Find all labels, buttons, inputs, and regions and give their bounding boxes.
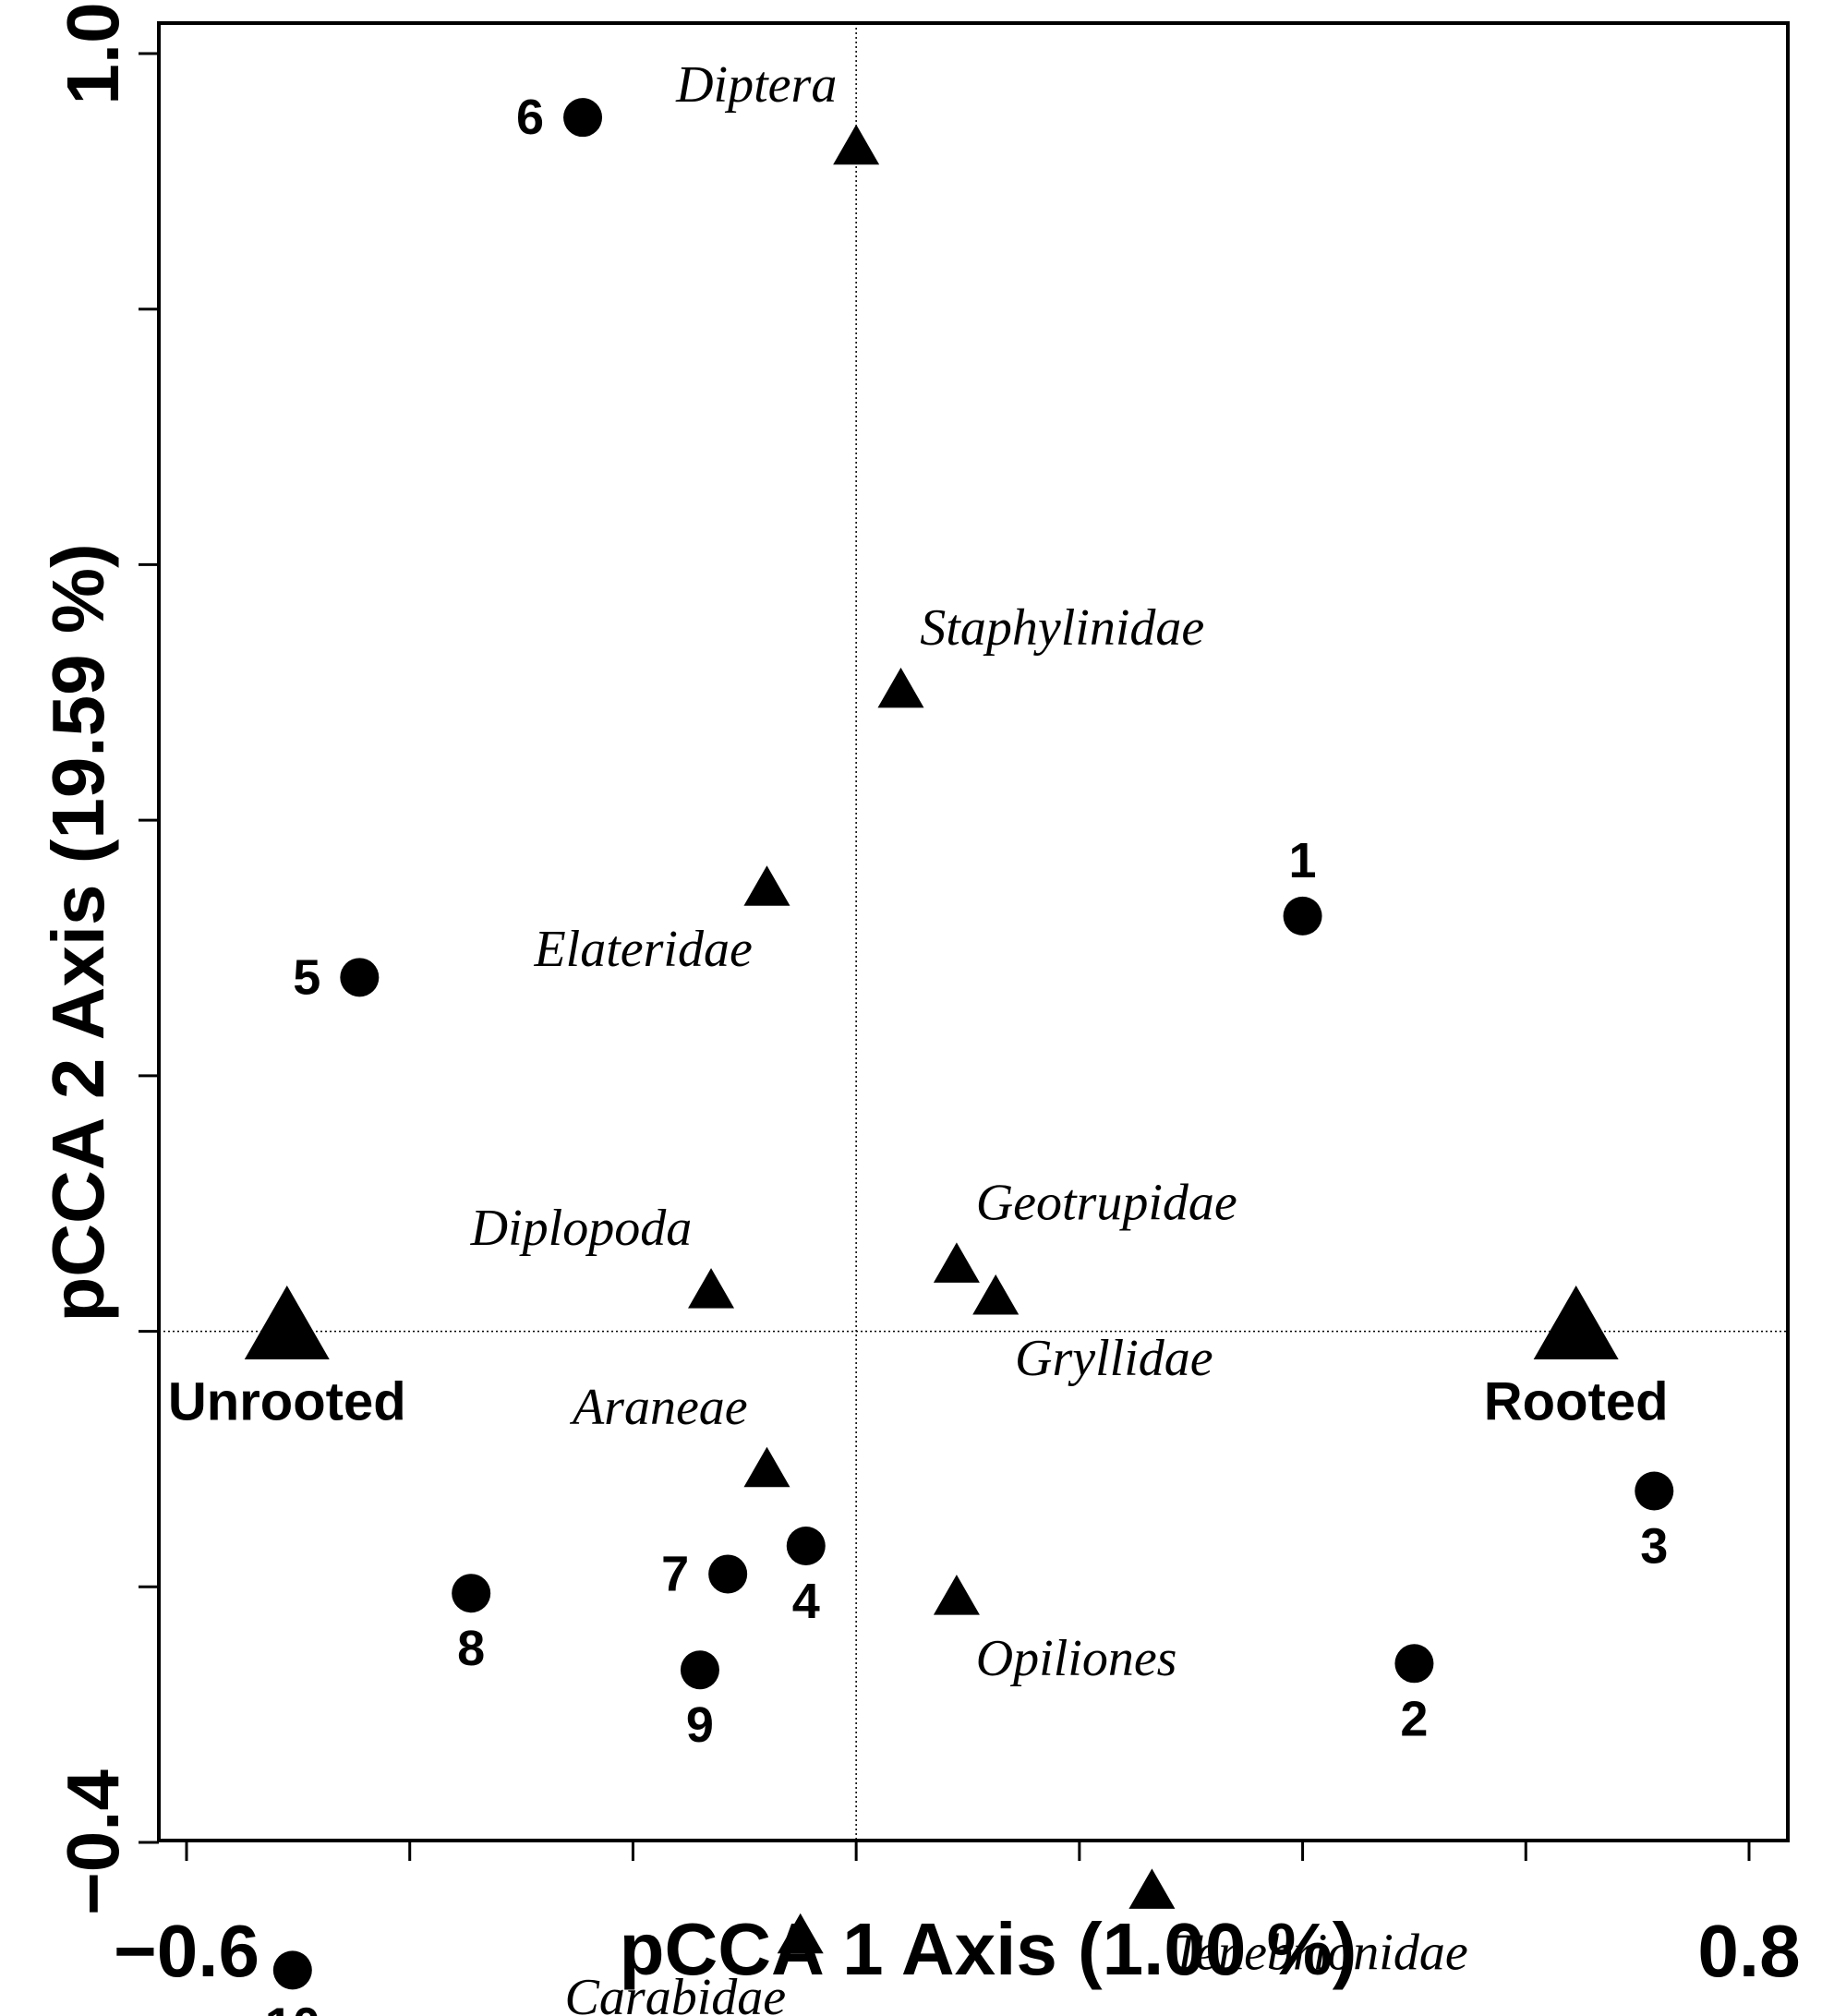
taxon-point-geotrupidae (933, 1242, 980, 1283)
x-tick-label-0: −0.6 (114, 1910, 259, 1992)
taxon-label-diplopoda: Diplopoda (470, 1200, 693, 1257)
taxon-point-tenebrionidae (1128, 1868, 1176, 1909)
taxon-point-carabidae (777, 1913, 824, 1954)
site-label-9: 9 (686, 1697, 714, 1753)
env-label-rooted: Rooted (1484, 1372, 1669, 1432)
site-point-6 (563, 98, 603, 138)
site-label-8: 8 (457, 1621, 485, 1676)
taxon-label-carabidae: Carabidae (565, 1969, 787, 2016)
taxon-label-araneae: Araneae (569, 1379, 748, 1436)
site-label-3: 3 (1640, 1519, 1668, 1575)
taxon-label-diptera: Diptera (675, 56, 837, 114)
site-point-1 (1283, 896, 1322, 936)
data-marks: 1 2 3 4 5 6 7 8 9 10 Diptera Staphylinidae Elaterida… (168, 56, 1674, 2016)
site-point-4 (786, 1527, 826, 1566)
taxon-point-gryllidae (972, 1274, 1020, 1315)
site-point-2 (1394, 1644, 1434, 1684)
site-label-10: 10 (265, 1998, 320, 2016)
env-point-rooted (1533, 1285, 1619, 1359)
taxon-label-gryllidae: Gryllidae (1015, 1330, 1213, 1387)
plot-frame (157, 21, 1790, 1842)
site-label-1: 1 (1289, 833, 1317, 888)
site-point-8 (452, 1574, 491, 1613)
taxon-label-tenebrionidae: Tenebrionidae (1171, 1924, 1467, 1981)
taxon-label-elateridae: Elateridae (533, 921, 752, 978)
taxon-label-opiliones: Opiliones (976, 1630, 1177, 1687)
site-label-7: 7 (661, 1546, 689, 1601)
x-axis-title: pCCA 1 Axis (1.00 %) (620, 1908, 1357, 1990)
taxon-point-diplopoda (688, 1268, 735, 1309)
x-tick-label-1: 0.8 (1697, 1910, 1800, 1992)
taxon-point-araneae (743, 1446, 790, 1488)
site-point-5 (340, 958, 380, 997)
site-label-6: 6 (516, 90, 544, 145)
taxon-label-geotrupidae: Geotrupidae (976, 1174, 1237, 1231)
y-tick-label-1: −0.4 (52, 1769, 134, 1915)
taxon-point-diptera (833, 124, 880, 165)
taxon-point-elateridae (743, 865, 790, 906)
site-point-3 (1635, 1471, 1674, 1511)
env-label-unrooted: Unrooted (168, 1372, 406, 1432)
taxon-point-staphylinidae (877, 667, 924, 708)
y-tick-label-0: 1.0 (52, 2, 134, 104)
site-label-2: 2 (1400, 1691, 1428, 1746)
y-axis-ticks: 1.0 −0.4 (52, 2, 159, 1915)
x-axis-ticks: −0.6 0.8 (114, 1841, 1801, 1992)
site-point-7 (708, 1554, 748, 1594)
site-label-4: 4 (792, 1574, 820, 1629)
taxon-point-opiliones (933, 1575, 980, 1615)
site-point-9 (680, 1650, 719, 1690)
taxon-label-staphylinidae: Staphylinidae (920, 599, 1204, 657)
env-point-unrooted (244, 1285, 330, 1359)
site-point-10 (272, 1950, 312, 1990)
site-label-5: 5 (293, 949, 320, 1005)
y-axis-title: pCCA 2 Axis (19.59 %) (37, 543, 119, 1322)
